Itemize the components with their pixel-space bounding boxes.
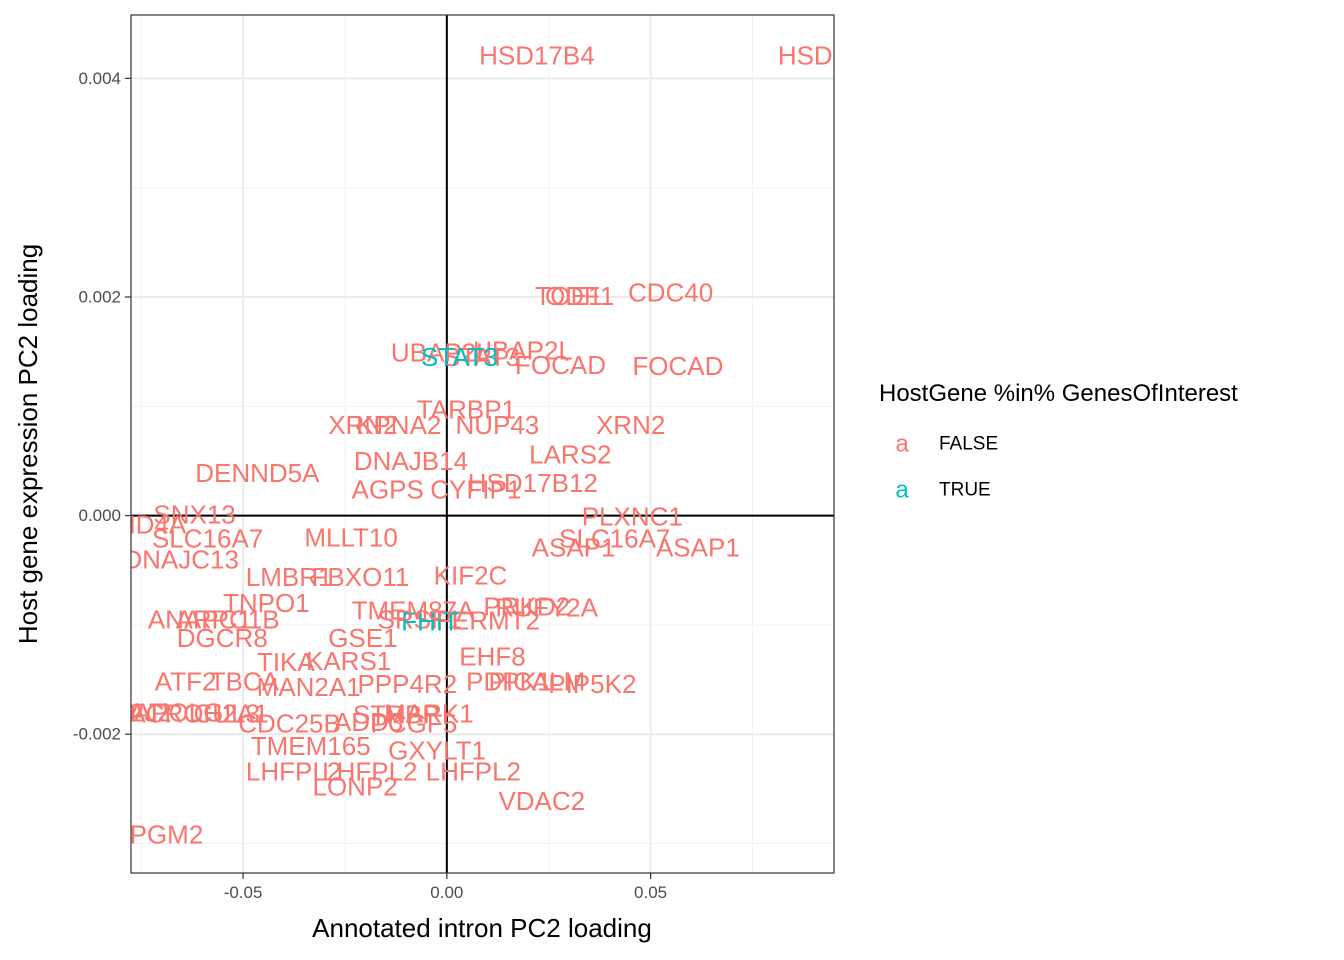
point-label: MLLT10 [304,522,397,552]
point-label: DGCR8 [177,623,268,653]
point-label: SNX13 [153,499,235,529]
point-label: HSD17B4 [479,40,595,70]
point-label: ADD3 [334,707,403,737]
x-tick-label: 0.05 [634,883,667,902]
point-label: STAT3 [443,342,520,372]
point-label: CYFIP1 [430,474,521,504]
y-tick-label: -0.002 [73,725,121,744]
legend-label: TRUE [939,480,991,501]
point-label: ASAP1 [532,532,616,562]
point-label: TMEM165 [251,731,371,761]
point-label: PPP4R2 [357,669,457,699]
point-label: CDC40 [628,278,713,308]
point-label: XRN2 [328,410,397,440]
point-label: VDAC2 [498,786,585,816]
point-label: STRBP [353,700,440,730]
point-label: XRN2 [596,410,665,440]
point-label: MARK1 [384,698,474,728]
point-label: LONP2 [313,772,398,802]
point-label: KARS1 [306,646,391,676]
point-label: PIP5K2 [548,669,636,699]
point-label: RUFY2A [495,592,598,622]
point-label: HSD17B12 [468,468,598,498]
point-label: DENND5A [195,458,320,488]
legend-label: FALSE [939,434,998,455]
point-label: LHFPL2 [246,756,341,786]
point-label: PRKD2 [483,591,570,621]
point-label: ODF1 [545,281,614,311]
point-label: HSD17B4 [778,40,894,70]
legend-key: a [895,477,909,504]
legend-entries: a FALSE a TRUE [895,431,998,504]
point-label: SRSF1 [378,604,462,634]
point-label: ANAPC1 [148,604,252,634]
point-label: LMBR1 [246,562,333,592]
point-label: KIF2C [434,561,508,591]
point-label: FOCAD [632,351,723,381]
y-axis-title: Host gene expression PC2 loading [13,244,43,644]
point-label: TOE1 [535,281,602,311]
point-labels: HSD17B4HSD17B4CDC40TOE1ODF1FOCADFOCADUBA… [62,40,894,850]
legend: HostGene %in% GenesOfInterest a FALSE a TRU… [879,380,1238,504]
point-label: UBAP2L [391,338,491,368]
panel-border [130,14,835,874]
point-label: UBAP2L [473,336,573,366]
point-label: EHF8 [459,642,525,672]
x-tick-label: -0.05 [224,883,263,902]
point-label: PICALM [488,667,585,697]
y-tick-label: 0.000 [78,506,121,525]
point-label: ASAP1 [656,532,740,562]
point-label: LARS2 [529,439,611,469]
point-label: PAPOLG [118,697,223,727]
point-label: DNAJC13 [123,544,239,574]
point-label: LHFPL2 [322,756,417,786]
reference-lines [131,15,834,873]
point-label: AGPS [352,474,424,504]
point-label: LHFPL2 [426,756,521,786]
point-label: CYP2J2 [76,697,171,727]
point-label: TIKA [257,647,315,677]
point-label: FHIT [401,607,459,637]
point-label: CUL3 [194,698,260,728]
point-label: MACROH2A1 [107,698,269,728]
point-label: KPNA2 [356,410,441,440]
panel: HSD17B4HSD17B4CDC40TOE1ODF1FOCADFOCADUBA… [62,14,894,874]
legend-key: a [895,431,909,458]
y-axis: -0.002 0.000 0.002 0.004 [73,69,131,744]
point-label: PLXNC1 [582,502,683,532]
point-label: DENND4A [62,509,187,539]
point-label: MAN2A1 [257,672,361,702]
point-label: NUP43 [455,410,539,440]
point-label: TBCA [210,667,280,697]
legend-title: HostGene %in% GenesOfInterest [879,380,1238,407]
point-label: FERMT2 [436,606,540,636]
point-label: PGM2 [130,820,204,850]
point-label: GXYLT1 [388,736,486,766]
point-label: TMEM87A [352,596,475,626]
y-tick-label: 0.002 [78,287,121,306]
point-label: FBXO11 [312,562,410,592]
point-label: SLC16A7 [152,524,263,554]
x-axis-title: Annotated intron PC2 loading [312,913,652,943]
point-label: ATF2 [155,667,217,697]
point-label: FOCAD [515,350,606,380]
point-label: CDC25B [238,708,341,738]
point-label: GSE1 [328,623,397,653]
x-tick-label: 0.00 [430,883,463,902]
point-label: ARPC1B [176,604,280,634]
panel-background [131,15,834,873]
point-label: TNPO1 [223,588,310,618]
point-label: DNAJB14 [354,446,468,476]
point-label: PDPK1 [466,667,551,697]
y-tick-label: 0.004 [78,69,121,88]
point-label: STAT3 [421,342,498,372]
point-label: PCGF5 [370,708,457,738]
point-label: TARBP1 [417,395,516,425]
x-axis: -0.05 0.00 0.05 [224,873,667,902]
point-label: SLC16A7 [559,524,670,554]
